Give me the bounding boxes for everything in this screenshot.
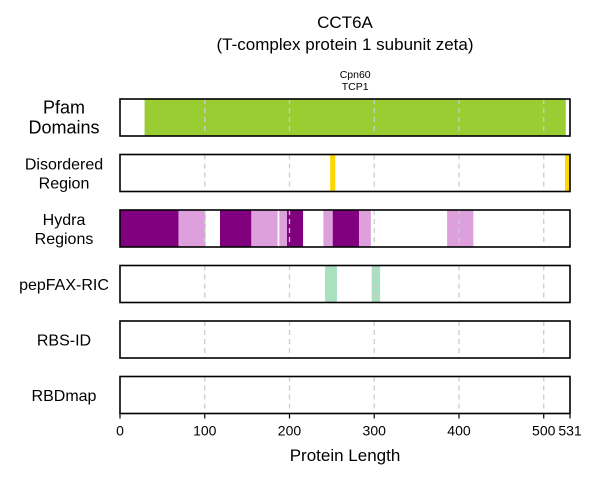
x-axis: 0 100 200 300 400 500 531 [116,413,582,439]
feature-segment [220,210,252,247]
track-border [119,264,571,304]
track-label: Pfam [43,98,85,118]
track-border [119,209,571,248]
feature-segment [325,265,337,303]
track-row: Disordered Region [25,154,570,193]
feature-segment [178,210,206,247]
chart-title: CCT6A [317,13,373,32]
track-background [120,154,570,192]
x-tick-label: 200 [278,423,302,439]
x-tick-label: 300 [363,423,387,439]
feature-segment [371,265,381,303]
x-tick-label: 500 [532,423,556,439]
track-label: RBDmap [32,388,97,405]
track-row: pepFAX-RIC [19,265,570,303]
feature-segment [251,210,278,247]
x-tick-label: 400 [447,423,471,439]
track-row: RBS-ID [37,321,570,358]
domain-label: TCP1 [342,81,369,93]
track-label: Region [39,176,90,193]
feature-segment [358,210,371,247]
track-border [119,320,571,359]
x-axis-label: Protein Length [290,446,401,465]
x-tick-label: 531 [558,423,582,439]
domain-label: Cpn60 [340,69,371,81]
feature-segment [330,154,336,192]
feature-segment [323,210,333,247]
feature-segment [332,210,359,247]
feature-segment [144,99,566,136]
x-tick-label: 0 [116,423,124,439]
x-tick-label: 100 [193,423,217,439]
track-border [119,98,571,137]
track-label: Disordered [25,157,103,174]
feature-segment [286,210,304,247]
track-background [120,265,570,303]
track-background [120,321,570,358]
track-border [119,375,571,415]
track-label: Hydra [43,212,86,229]
track-label: Domains [28,118,99,138]
track-borders [119,98,571,415]
track-label: RBS-ID [37,333,91,350]
chart-subtitle: (T-complex protein 1 subunit zeta) [216,35,473,54]
feature-segment [120,210,179,247]
track-row: RBDmap [32,376,570,414]
track-row: Hydra Regions [35,210,570,248]
feature-segment [564,154,570,192]
feature-segment [447,210,474,247]
track-label: pepFAX-RIC [19,277,109,294]
track-background [120,376,570,414]
track-label: Regions [35,231,94,248]
grid-lines [204,99,545,414]
feature-segment [279,210,287,247]
track-border [119,153,571,193]
